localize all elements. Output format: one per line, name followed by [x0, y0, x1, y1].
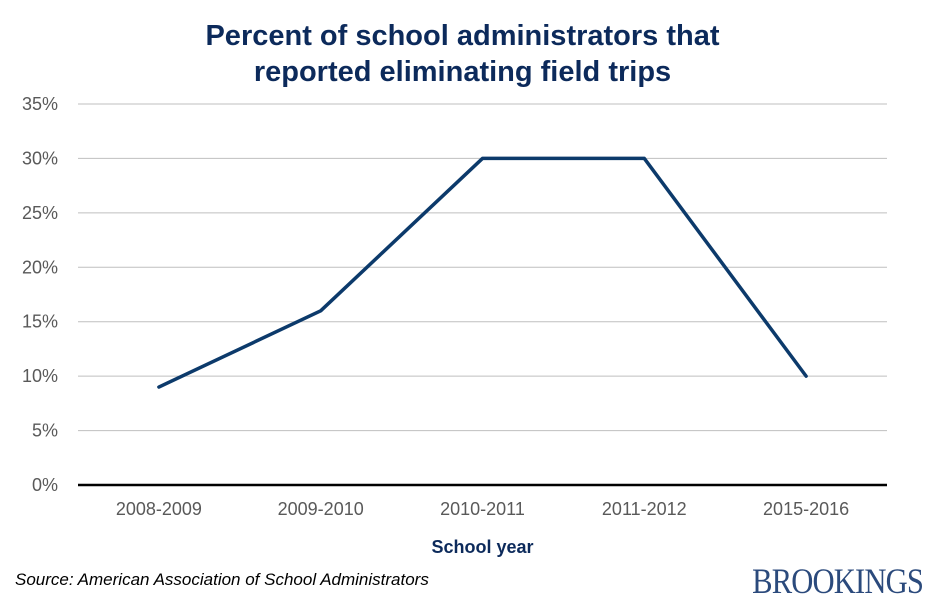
chart-title-line-2: reported eliminating field trips: [253, 56, 672, 88]
y-tick-label: 25%: [22, 203, 58, 223]
y-tick-label: 35%: [22, 94, 58, 114]
source-note: Source: American Association of School A…: [15, 570, 429, 589]
brookings-logo: BROOKINGS: [752, 561, 924, 601]
y-tick-label: 15%: [22, 312, 58, 332]
x-tick-label: 2015-2016: [763, 499, 849, 519]
chart-title-line-1: Percent of school administrators that: [205, 20, 720, 52]
y-tick-label: 30%: [22, 148, 58, 168]
x-tick-label: 2008-2009: [116, 499, 202, 519]
y-tick-label: 20%: [22, 257, 58, 277]
y-tick-label: 10%: [22, 366, 58, 386]
y-tick-label: 5%: [32, 421, 58, 441]
x-axis-label: School year: [431, 537, 533, 557]
x-tick-label: 2010-2011: [440, 499, 525, 519]
x-tick-label: 2009-2010: [278, 499, 364, 519]
x-tick-label: 2011-2012: [602, 499, 687, 519]
data-line: [157, 156, 808, 389]
y-tick-label: 0%: [32, 475, 58, 495]
